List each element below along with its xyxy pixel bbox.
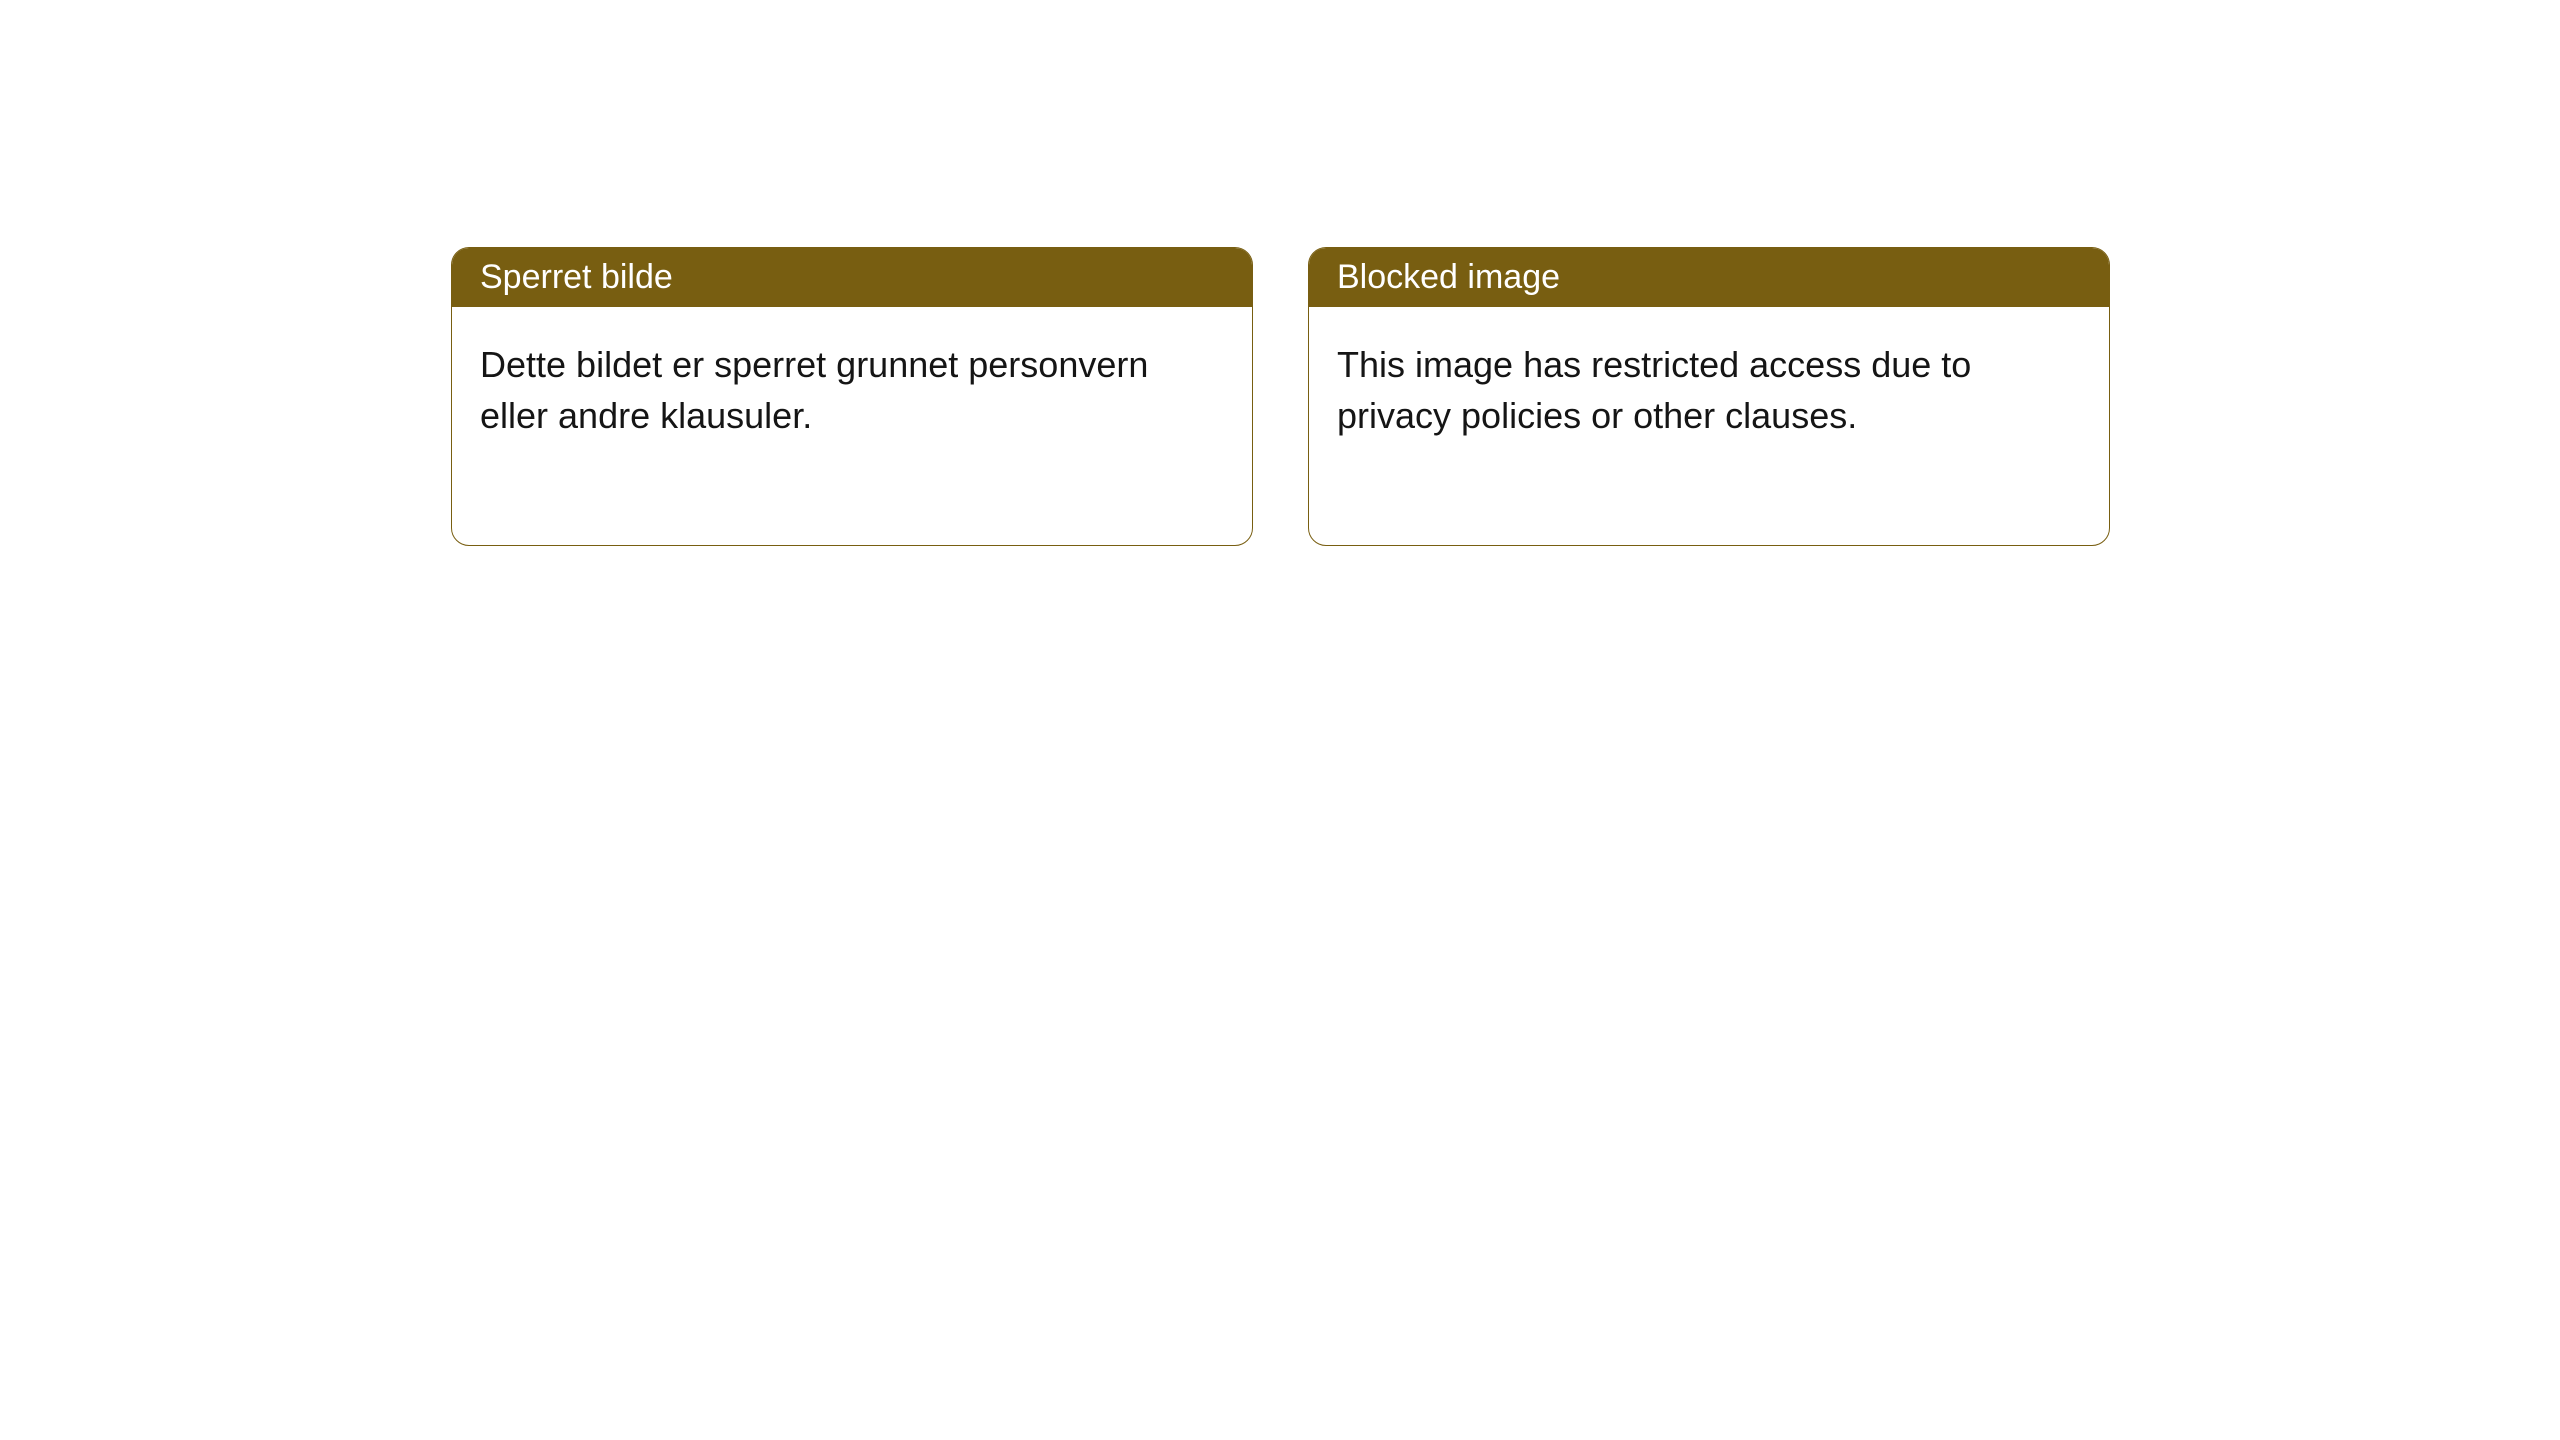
notice-box-norwegian: Sperret bilde Dette bildet er sperret gr… [451,247,1253,546]
notice-container: Sperret bilde Dette bildet er sperret gr… [451,247,2110,546]
notice-header: Blocked image [1309,248,2109,307]
notice-body: Dette bildet er sperret grunnet personve… [452,307,1252,545]
notice-body: This image has restricted access due to … [1309,307,2109,545]
notice-header: Sperret bilde [452,248,1252,307]
notice-box-english: Blocked image This image has restricted … [1308,247,2110,546]
